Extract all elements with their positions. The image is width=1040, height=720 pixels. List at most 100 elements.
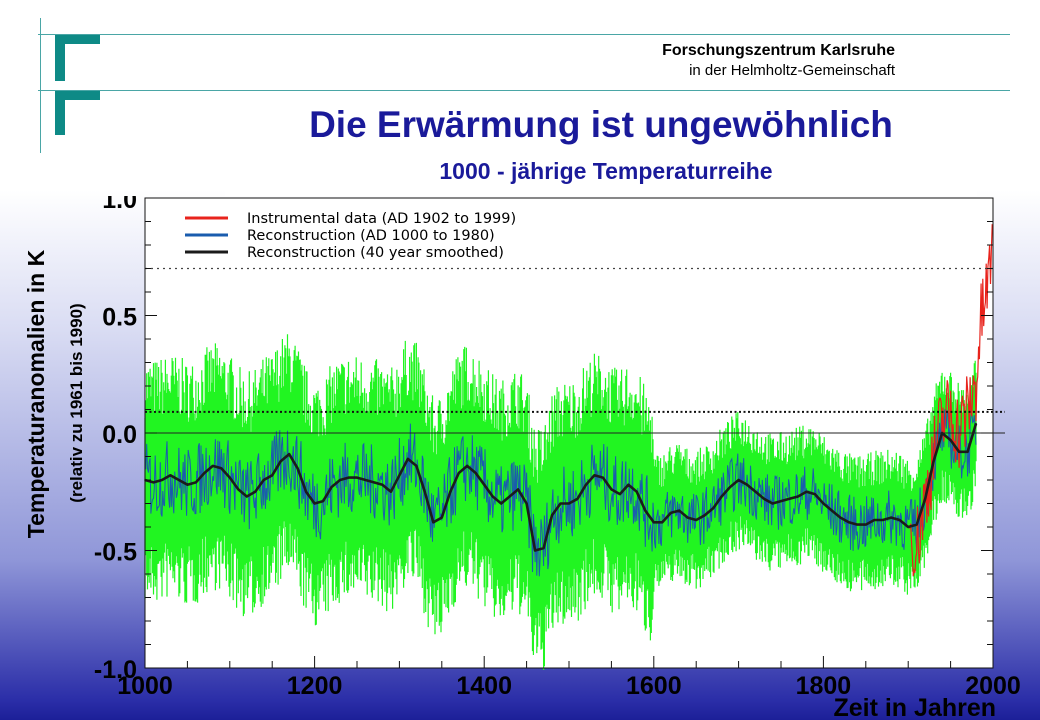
smoothed-point xyxy=(686,516,689,519)
smoothed-point xyxy=(271,474,274,477)
smoothed-point xyxy=(915,523,918,526)
page-subtitle: 1000 - jährige Temperaturreihe xyxy=(439,158,773,184)
smoothed-point xyxy=(457,472,460,474)
smoothed-point xyxy=(703,514,706,517)
smoothed-point xyxy=(551,514,553,517)
smoothed-point xyxy=(881,519,884,521)
y-tick-label: 0.0 xyxy=(102,421,137,449)
smoothed-point xyxy=(279,460,282,463)
institution-affiliation: in der Helmholtz-Gemeinschaft xyxy=(689,62,895,79)
instrumental-series-group xyxy=(909,224,993,577)
smoothed-point xyxy=(754,490,757,493)
y-axis-sublabel: (relativ zu 1961 bis 1990) xyxy=(67,303,86,502)
smoothed-point xyxy=(373,481,375,484)
smoothed-point xyxy=(212,465,214,467)
smoothed-point xyxy=(610,488,613,491)
smoothed-point xyxy=(644,509,647,512)
smoothed-point xyxy=(381,483,384,486)
smoothed-point xyxy=(653,521,655,524)
smoothed-point xyxy=(627,483,630,486)
smoothed-point xyxy=(339,479,341,481)
instrumental-line xyxy=(909,224,993,577)
smoothed-point xyxy=(797,495,799,498)
smoothed-point xyxy=(296,467,299,470)
smoothed-point xyxy=(356,476,358,479)
smoothed-point xyxy=(305,490,307,493)
smoothed-point xyxy=(517,488,519,491)
smoothed-point xyxy=(322,500,324,502)
smoothed-point xyxy=(661,521,664,524)
logo-bar-top xyxy=(55,35,100,44)
y-tick-label: -1.0 xyxy=(94,656,137,684)
header-rule-bottom xyxy=(38,90,1010,91)
smoothed-point xyxy=(619,493,621,495)
smoothed-point xyxy=(441,516,443,519)
smoothed-point xyxy=(771,502,774,505)
smoothed-point xyxy=(534,549,536,552)
smoothed-point xyxy=(254,490,257,493)
logo-stem-top xyxy=(55,35,65,81)
smoothed-point xyxy=(737,479,740,481)
smoothed-point xyxy=(508,495,511,498)
reconstruction-series-group xyxy=(144,409,977,577)
smoothed-point xyxy=(262,479,265,481)
logo-vertical-rule xyxy=(40,18,41,153)
smoothed-point xyxy=(729,486,731,488)
legend-label: Reconstruction (AD 1000 to 1980) xyxy=(247,228,495,244)
smoothed-point xyxy=(975,422,977,425)
x-tick-label: 1200 xyxy=(287,672,343,700)
smoothed-point xyxy=(839,516,842,519)
x-tick-label: 1000 xyxy=(117,672,173,700)
header-rule-top xyxy=(38,34,1010,35)
smoothed-point xyxy=(525,502,528,505)
y-tick-label: 0.5 xyxy=(102,304,137,332)
logo-bar-bottom xyxy=(55,91,100,100)
smoothed-point xyxy=(559,502,562,505)
smoothed-point xyxy=(220,467,223,470)
smoothed-point xyxy=(288,453,290,455)
smoothed-point xyxy=(474,472,477,474)
smoothed-point xyxy=(932,460,935,463)
smoothed-point xyxy=(237,488,240,491)
smoothed-point xyxy=(593,474,596,477)
smoothed-point xyxy=(780,500,782,502)
smoothed-point xyxy=(669,512,672,514)
smoothed-point xyxy=(602,476,604,479)
legend-label: Instrumental data (AD 1902 to 1999) xyxy=(247,211,516,227)
smoothed-point xyxy=(245,495,248,498)
smoothed-point xyxy=(491,495,494,498)
reference-lines-group xyxy=(145,267,1005,434)
smoothed-point xyxy=(585,483,587,486)
smoothed-point xyxy=(483,483,486,486)
institution-name: Forschungszentrum Karlsruhe xyxy=(662,42,895,59)
y-tick-label: 1.0 xyxy=(102,196,137,214)
legend-label: Reconstruction (40 year smoothed) xyxy=(247,245,504,261)
smoothed-point xyxy=(432,521,435,524)
smoothed-point xyxy=(831,509,833,512)
smoothed-point xyxy=(466,465,469,467)
smoothed-point xyxy=(415,465,418,467)
smoothed-point xyxy=(788,498,791,500)
smoothed-point xyxy=(576,498,579,500)
x-tick-label: 1800 xyxy=(796,672,852,700)
tick-group: 1000 1200 1400 1600 1800 2000 1.0 0.5 0.0 -0.5 -1.… xyxy=(94,196,1021,700)
smoothed-point xyxy=(814,493,816,495)
smoothed-point xyxy=(763,498,765,500)
page-title: Die Erwärmung ist ungewöhnlich xyxy=(309,104,893,145)
smoothed-point xyxy=(712,507,714,510)
smoothed-point xyxy=(695,519,697,521)
logo-stem-bottom xyxy=(55,91,65,135)
smoothed-point xyxy=(186,483,189,486)
smoothed-point xyxy=(678,509,681,512)
smoothed-point xyxy=(398,474,401,477)
institution: Forschungszentrum Karlsruhe in der Helmh… xyxy=(662,42,895,79)
smoothed-point xyxy=(907,526,909,528)
smoothed-point xyxy=(568,502,570,505)
legend-group: Instrumental data (AD 1902 to 1999)Recon… xyxy=(185,211,516,261)
x-axis-label: Zeit in Jahren xyxy=(833,694,996,720)
smoothed-point xyxy=(152,481,155,484)
x-tick-label: 1400 xyxy=(456,672,512,700)
smoothed-point xyxy=(500,502,502,505)
smoothed-series-group xyxy=(144,422,978,552)
reconstruction-line xyxy=(144,409,977,577)
